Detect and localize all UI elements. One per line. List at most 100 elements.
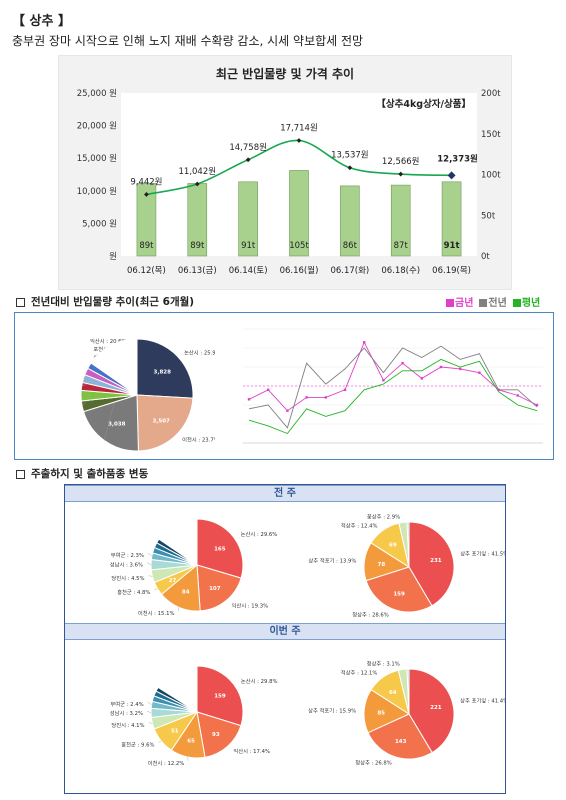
pie-inner-label: 69 bbox=[389, 543, 397, 549]
left-axis-tick: 25,000 원 bbox=[77, 89, 117, 99]
pie-inner-label: 78 bbox=[378, 562, 386, 568]
pie-slice bbox=[158, 518, 198, 566]
pie-slice bbox=[406, 521, 410, 568]
checkbox-icon bbox=[16, 297, 25, 307]
chart-title: 최근 반입물량 및 가격 추이 bbox=[216, 66, 354, 81]
pie-slice bbox=[196, 665, 244, 727]
yoy-marker bbox=[401, 362, 404, 365]
pie-inner-label: 159 bbox=[393, 592, 405, 598]
yoy-marker bbox=[478, 371, 481, 374]
pie-inner-label: 231 bbox=[430, 558, 442, 564]
pie-inner-label: 143 bbox=[395, 739, 407, 745]
bar-data-label: 87t bbox=[394, 241, 409, 251]
yoy-section-title: 전년대비 반입물량 추이(최근 6개월) bbox=[31, 296, 195, 308]
price-data-label: 9,442원 bbox=[130, 177, 162, 187]
pie-outer-label: 청상추 : 3.1% bbox=[367, 660, 400, 668]
yoy-marker bbox=[363, 341, 366, 344]
yoy-marker bbox=[535, 403, 539, 407]
pie-outer-label: 성남시 : 3.6% bbox=[110, 561, 143, 569]
yoy-marker bbox=[459, 367, 462, 371]
pie-outer-label: 익산시 : 20.6% bbox=[90, 337, 127, 345]
pie-slice bbox=[196, 564, 242, 612]
yoy-marker bbox=[247, 398, 251, 401]
price-data-label: 14,758원 bbox=[229, 143, 267, 153]
origin-section-heading: 주출하지 및 출하품종 변동 bbox=[16, 466, 148, 481]
pie-outer-label: 논산시 : 29.8% bbox=[241, 677, 278, 685]
left-axis-tick: 20,000 원 bbox=[77, 122, 117, 132]
origin-share-pie: 3,828 논산시 : 25.9% 3,507 이천시 : 23.7% 3,038 익산시… bbox=[80, 337, 215, 452]
pie-inner-label: 27 bbox=[169, 578, 177, 584]
price-data-label: 12,373원 bbox=[437, 153, 478, 164]
pie-inner-label: 93 bbox=[212, 732, 220, 738]
pie-outer-label: 이천시 : 23.7% bbox=[182, 436, 215, 444]
bar-data-label: 105t bbox=[289, 241, 309, 251]
left-axis-tick: 5,000 원 bbox=[82, 219, 117, 229]
left-axis-tick: 10,000 원 bbox=[77, 187, 117, 197]
this-week-band: 이번 주 bbox=[65, 623, 505, 640]
legend-average-year: 평년 bbox=[521, 298, 541, 309]
pie-slice bbox=[136, 338, 194, 399]
prev-week-band: 전 주 bbox=[65, 485, 505, 502]
left-axis-tick: 15,000 원 bbox=[77, 154, 117, 164]
yoy-marker bbox=[439, 365, 443, 369]
yoy-marker bbox=[305, 396, 308, 399]
yoy-marker bbox=[267, 388, 270, 391]
price-point bbox=[398, 171, 404, 177]
pie-inner-label: 64 bbox=[389, 690, 397, 696]
pie-outer-label: 청상추 : 28.6% bbox=[352, 611, 389, 619]
left-axis-tick: 원 bbox=[109, 252, 117, 262]
bar-data-label: 89t bbox=[139, 241, 154, 251]
x-axis-tick: 06.13(금) bbox=[178, 266, 217, 276]
price-data-label: 11,042원 bbox=[179, 167, 217, 177]
unit-note: 【상추4kg상자/상품】 bbox=[376, 98, 471, 110]
x-axis-tick: 06.12(목) bbox=[127, 266, 166, 276]
legend-swatch-this-year bbox=[446, 299, 454, 307]
pie-leader-line bbox=[148, 575, 153, 577]
origin-variety-panel: 전 주 165 논산시 : 29.6% 107 익산시 : 19.3% 84 이천시 : … bbox=[64, 484, 506, 794]
pie-outer-label: 이천시 : 12.2% bbox=[148, 759, 185, 767]
x-axis-tick: 06.18(수) bbox=[381, 266, 420, 276]
pie-inner-label: 107 bbox=[209, 586, 221, 592]
volume-bar bbox=[238, 181, 258, 257]
curr-origin-pie: 159 논산시 : 29.8% 93 익산시 : 17.4% 65 이천시 : 12.2%… bbox=[110, 665, 278, 767]
volume-bar bbox=[390, 184, 411, 257]
pie-outer-label: 이천시 : 15.1% bbox=[138, 609, 175, 617]
yoy-series-line bbox=[248, 345, 538, 429]
volume-bar bbox=[441, 181, 462, 257]
prev-origin-pie: 165 논산시 : 29.6% 107 익산시 : 19.3% 84 이천시 : 15.1… bbox=[110, 518, 277, 617]
pie-slice bbox=[196, 711, 242, 758]
page-subtitle: 충부권 장마 시작으로 인해 노지 재배 수확량 감소, 시세 약보합세 전망 bbox=[12, 34, 364, 48]
pie-inner-label: 3,507 bbox=[152, 418, 170, 424]
pie-outer-label: 홍천군 : 4.8% bbox=[117, 588, 150, 596]
pie-outer-label: 부여군 : 2.4% bbox=[110, 700, 143, 708]
pie-slice bbox=[196, 518, 244, 579]
pie-slice bbox=[365, 566, 433, 613]
price-point bbox=[296, 138, 302, 143]
yoy-section-heading: 전년대비 반입물량 추이(최근 6개월) bbox=[16, 294, 194, 309]
page-title: 【 상추 】 bbox=[12, 14, 71, 29]
volume-bar bbox=[289, 170, 309, 257]
pie-outer-label: 상추 적포기 : 15.9% bbox=[308, 706, 356, 714]
price-point bbox=[347, 165, 353, 171]
pie-inner-label: 3,828 bbox=[154, 370, 172, 376]
pie-slice bbox=[136, 394, 194, 452]
pie-outer-label: 홍천군 : 9.6% bbox=[121, 741, 154, 749]
pie-outer-label: 청상추 : 26.8% bbox=[355, 759, 392, 767]
yoy-marker bbox=[324, 396, 327, 399]
checkbox-icon bbox=[16, 469, 25, 479]
yoy-series-line bbox=[248, 358, 538, 435]
pie-outer-label: 익산시 : 17.4% bbox=[233, 747, 270, 755]
pie-outer-label: 적상추 : 12.1% bbox=[341, 668, 378, 676]
x-axis-tick: 06.14(토) bbox=[229, 266, 268, 276]
price-data-label: 17,714원 bbox=[280, 124, 318, 134]
yoy-marker bbox=[286, 409, 289, 412]
pie-inner-label: 221 bbox=[430, 705, 442, 711]
price-point bbox=[245, 157, 251, 163]
pie-inner-label: 159 bbox=[214, 694, 226, 700]
pie-leader-line bbox=[147, 552, 152, 557]
pie-outer-label: 부여군 : 2.3% bbox=[111, 551, 144, 559]
pie-slice bbox=[408, 668, 455, 754]
pie-leader-line bbox=[148, 722, 153, 724]
x-axis-tick: 06.19(목) bbox=[432, 266, 471, 276]
yoy-marker bbox=[420, 377, 423, 380]
